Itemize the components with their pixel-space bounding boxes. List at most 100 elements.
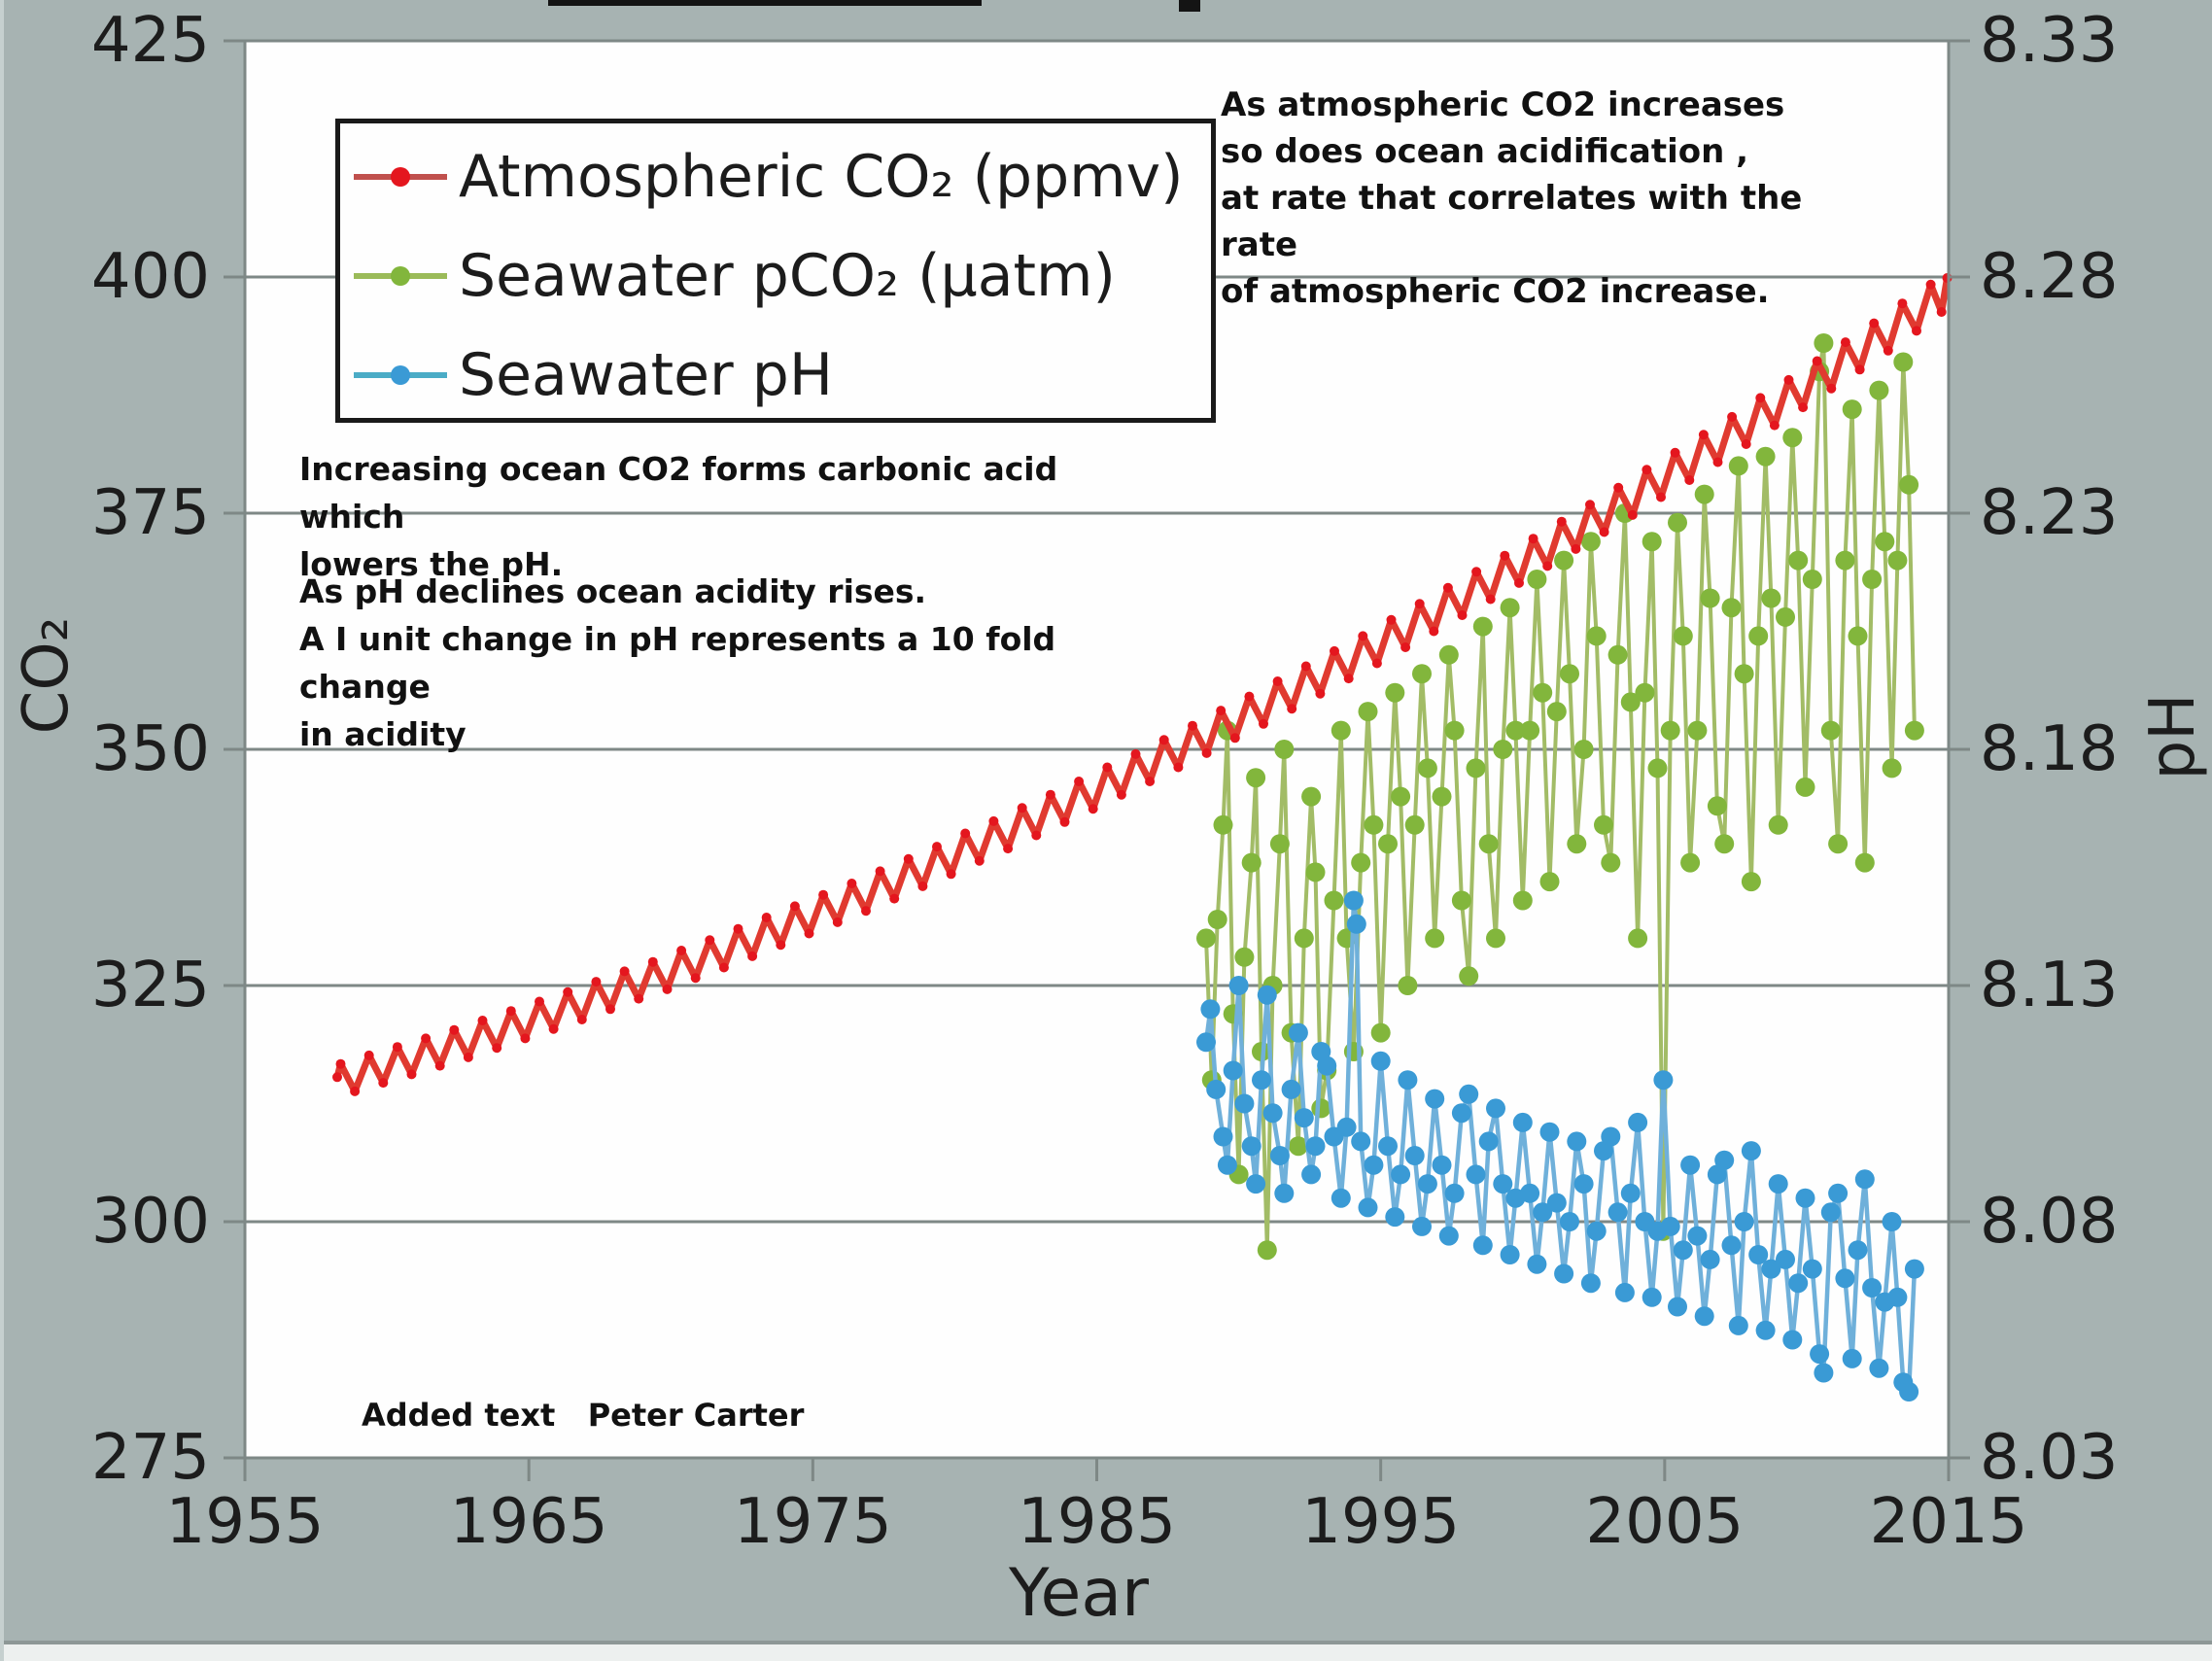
data-point [378,1078,389,1089]
data-point [1854,1169,1875,1190]
data-point [1145,777,1156,786]
series-line [1204,341,1917,1253]
left-axis-tick-label: 425 [91,5,210,77]
data-point [1459,1084,1479,1104]
data-point [350,1086,361,1096]
x-axis-tick-label: 1985 [1018,1486,1176,1558]
red-line-marker-icon [354,162,447,191]
data-point [1404,1146,1425,1165]
data-point [988,815,999,826]
data-point [1635,682,1655,703]
data-point [1912,326,1921,336]
data-point [1755,393,1766,403]
data-point [1628,928,1648,949]
data-point [1707,796,1727,816]
data-point [1660,1216,1680,1236]
data-point [1459,966,1479,986]
data-point [1567,834,1587,854]
data-point [1802,1259,1822,1279]
data-point [1244,691,1255,702]
left-axis-tick-label: 300 [91,1186,210,1258]
data-point [1607,1202,1628,1223]
data-point [1259,718,1268,729]
data-point [1782,1330,1803,1350]
data-point [1444,1183,1465,1203]
data-point [1826,383,1837,394]
data-point [1288,1136,1308,1157]
data-point [1769,420,1780,431]
data-point [1262,1103,1283,1124]
x-axis-tick-label: 1975 [734,1486,892,1558]
annotation-acidification-rate: As atmospheric CO2 increases so does oce… [1221,86,1803,311]
data-point [1741,439,1751,449]
data-point [1223,1060,1243,1081]
series-seawater-ph [1196,890,1924,1401]
data-point [563,986,573,997]
data-point [1294,928,1314,949]
data-point [1252,1070,1271,1090]
data-point [1647,758,1668,779]
data-point [1246,768,1266,788]
left-axis-tick-label: 350 [91,713,210,785]
data-point [1539,872,1560,892]
data-point [1324,890,1344,911]
data-point [1229,733,1240,744]
data-point [1486,928,1505,949]
data-point [1371,658,1382,669]
data-point [1274,1183,1295,1203]
data-point [1527,1254,1547,1274]
data-point [1714,834,1735,854]
data-point [634,993,644,1004]
data-point [1485,594,1496,605]
data-point [1398,976,1418,995]
data-point [1404,814,1425,835]
data-point [1656,492,1666,502]
data-point [1546,1193,1567,1213]
data-point [1400,642,1411,652]
data-point [776,940,786,951]
data-point [1385,1207,1405,1228]
data-point [1627,509,1638,520]
data-point [1472,616,1493,637]
data-point [1528,534,1538,544]
data-point [662,984,673,994]
right-axis-tick-label: 8.13 [1980,950,2119,1021]
data-point [1728,456,1748,476]
data-point [1311,1098,1331,1119]
right-axis-tick-label: 8.28 [1980,241,2119,313]
data-point [1206,1079,1227,1099]
data-point [1478,1131,1499,1152]
data-point [1438,1226,1459,1246]
data-point [1432,1155,1452,1175]
series-atmospheric-co2 [332,273,1953,1096]
data-point [1768,814,1788,835]
data-point [1378,1136,1398,1157]
data-point [1601,852,1621,873]
data-point [1802,570,1822,589]
data-point [1417,758,1437,779]
data-point [1814,333,1834,353]
data-point [1887,550,1908,571]
data-point [1668,1297,1687,1317]
data-point [1712,457,1723,467]
data-point [1301,1164,1322,1185]
data-point [1546,702,1567,722]
data-point [1542,561,1553,571]
data-point [1887,1287,1908,1307]
data-point [1556,516,1567,527]
data-point [1761,588,1781,608]
data-point [1358,631,1368,641]
data-point [875,866,885,877]
data-point [1074,777,1085,786]
data-point [1788,1273,1809,1294]
x-axis-tick-label: 2015 [1870,1486,2028,1558]
data-point [903,853,914,864]
y-axis-title-co2: CO₂ [11,616,83,735]
data-point [1336,1117,1357,1137]
data-point [1613,482,1624,493]
legend: Atmospheric CO₂ (ppmv) Seawater pCO₂ (μa… [335,119,1216,423]
x-axis-tick-label: 1965 [450,1486,608,1558]
data-point [591,977,602,987]
data-point [1500,598,1520,618]
data-point [463,1052,473,1062]
